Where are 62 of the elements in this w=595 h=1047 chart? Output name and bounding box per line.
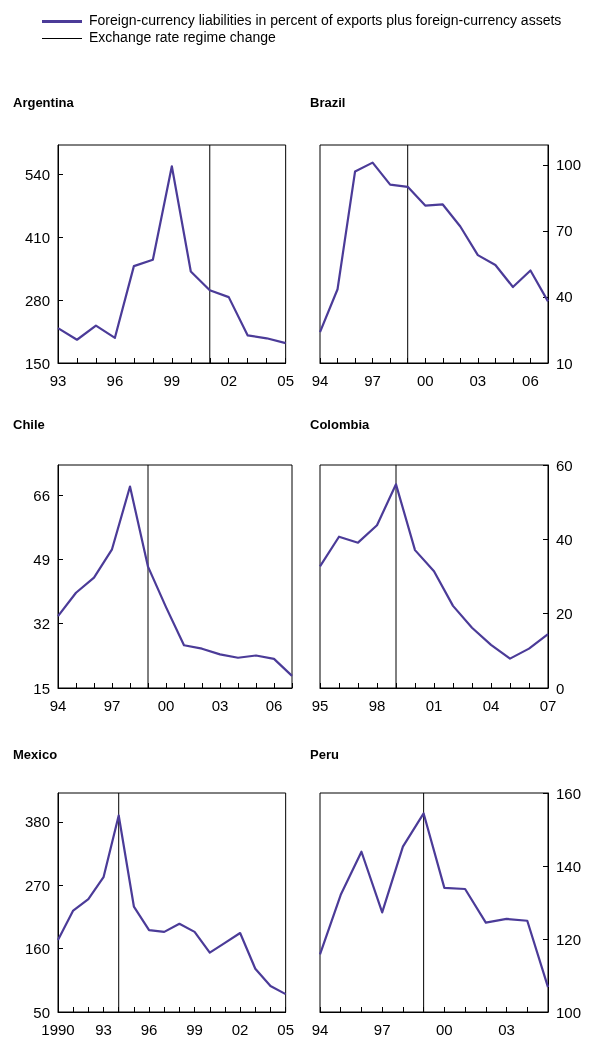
chart-title: Mexico <box>13 747 58 762</box>
x-tick-label: 97 <box>364 372 381 389</box>
y-tick-label: 150 <box>24 354 50 372</box>
x-tick-label: 07 <box>539 697 557 714</box>
legend-label: Exchange rate regime change <box>89 29 276 46</box>
x-tick-label: 02 <box>220 372 238 389</box>
y-tick-label: 380 <box>24 813 50 831</box>
x-tick-label: 1990 <box>41 1021 75 1038</box>
x-tick-label: 93 <box>95 1021 112 1038</box>
x-tick-label: 00 <box>416 372 434 389</box>
x-tick-label: 95 <box>311 697 329 714</box>
x-tick-label: 94 <box>49 697 67 714</box>
x-tick-label: 97 <box>103 697 121 714</box>
y2-tick-label: 160 <box>556 784 582 802</box>
x-tick-label: 94 <box>311 1021 329 1038</box>
y2-tick-label: 120 <box>556 930 582 948</box>
x-tick-label: 94 <box>311 372 329 389</box>
x-tick-label: 98 <box>368 697 386 714</box>
y2-tick-label: 140 <box>556 857 582 875</box>
x-tick-label: 05 <box>277 372 294 389</box>
y2-tick-label: 10 <box>556 354 573 372</box>
y-tick-label: 66 <box>33 486 50 504</box>
x-tick-label: 03 <box>469 372 487 389</box>
y-tick-label: 270 <box>24 876 50 894</box>
y-tick-label: 160 <box>24 940 50 958</box>
x-tick-label: 99 <box>186 1021 203 1038</box>
y-tick-label: 410 <box>24 228 50 246</box>
y2-tick-label: 20 <box>556 605 573 623</box>
x-tick-label: 06 <box>522 372 539 389</box>
chart-title: Peru <box>310 747 339 762</box>
x-tick-label: 93 <box>49 372 67 389</box>
x-tick-label: 96 <box>106 372 124 389</box>
y2-tick-label: 40 <box>556 288 573 306</box>
y2-tick-label: 100 <box>556 1003 582 1021</box>
x-tick-label: 00 <box>436 1021 453 1038</box>
y-tick-label: 540 <box>24 165 50 183</box>
chart-title: Argentina <box>13 95 75 110</box>
y-tick-label: 32 <box>33 615 50 633</box>
y-tick-label: 280 <box>24 291 50 309</box>
y-tick-label: 50 <box>33 1003 50 1021</box>
legend-label: Foreign-currency liabilities in percent of exports plus foreign-currency assets <box>89 12 562 29</box>
x-tick-label: 97 <box>373 1021 391 1038</box>
x-tick-label: 01 <box>425 697 443 714</box>
x-tick-label: 96 <box>140 1021 158 1038</box>
x-tick-label: 03 <box>498 1021 515 1038</box>
x-tick-label: 03 <box>211 697 229 714</box>
x-tick-label: 05 <box>277 1021 294 1038</box>
chart-title: Brazil <box>310 95 346 110</box>
y-tick-label: 15 <box>33 679 50 697</box>
y2-tick-label: 60 <box>556 456 573 474</box>
x-tick-label: 00 <box>157 697 175 714</box>
x-tick-label: 99 <box>163 372 181 389</box>
x-tick-label: 06 <box>265 697 283 714</box>
chart-title: Chile <box>13 417 45 432</box>
x-tick-label: 02 <box>231 1021 249 1038</box>
x-tick-label: 04 <box>482 697 500 714</box>
y-tick-label: 49 <box>33 550 50 568</box>
chart-title: Colombia <box>310 417 370 432</box>
y2-tick-label: 40 <box>556 530 573 548</box>
y2-tick-label: 0 <box>556 679 565 697</box>
y2-tick-label: 70 <box>556 222 573 240</box>
y2-tick-label: 100 <box>556 156 582 174</box>
